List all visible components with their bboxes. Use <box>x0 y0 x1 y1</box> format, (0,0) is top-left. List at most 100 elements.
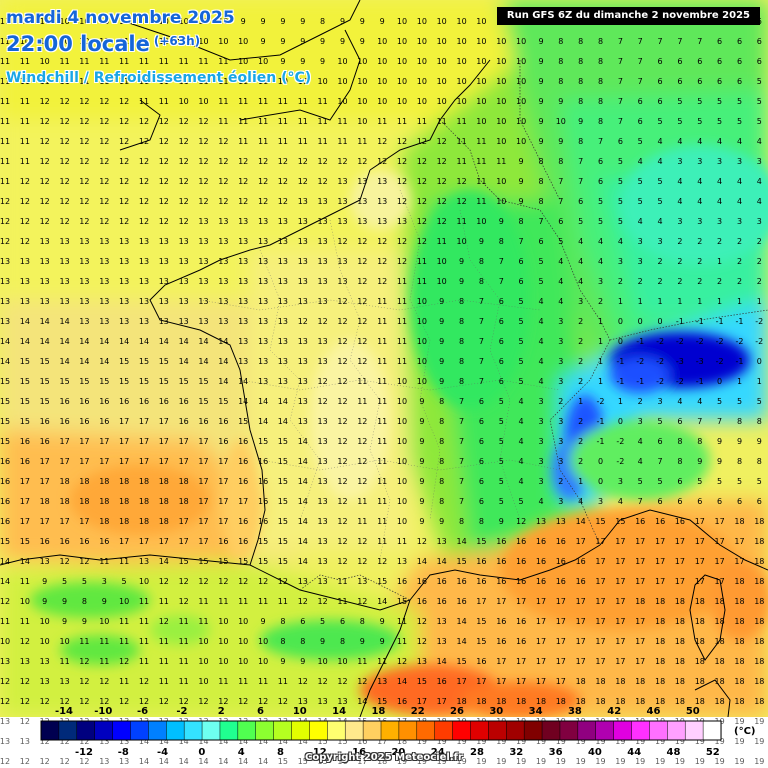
grid-value: 18 <box>734 577 744 586</box>
grid-value: 4 <box>538 337 543 346</box>
grid-value: 5 <box>618 217 623 226</box>
grid-value: 11 <box>278 97 288 106</box>
grid-value: 13 <box>0 297 10 306</box>
grid-value: 12 <box>437 137 447 146</box>
grid-value: 9 <box>320 637 325 646</box>
grid-value: 7 <box>558 177 563 186</box>
grid-value: 11 <box>377 477 387 486</box>
grid-value: 3 <box>538 397 543 406</box>
grid-value: 13 <box>40 657 50 666</box>
grid-value: 13 <box>218 277 228 286</box>
grid-value: 10 <box>437 257 447 266</box>
grid-value: 17 <box>595 577 605 586</box>
grid-value: 4 <box>697 177 702 186</box>
grid-value: 4 <box>697 397 702 406</box>
grid-value: 13 <box>298 377 308 386</box>
grid-value: 12 <box>79 757 89 766</box>
grid-value: 13 <box>318 457 328 466</box>
grid-value: 9 <box>499 517 504 526</box>
grid-value: 11 <box>159 657 169 666</box>
grid-value: 19 <box>516 757 526 766</box>
grid-value: 9 <box>380 617 385 626</box>
grid-value: 13 <box>20 297 30 306</box>
grid-value: 11 <box>99 77 109 86</box>
grid-value: 17 <box>556 617 566 626</box>
legend-label-top: 34 <box>529 706 543 717</box>
grid-value: 4 <box>519 437 524 446</box>
grid-value: 17 <box>615 617 625 626</box>
grid-value: 12 <box>139 157 149 166</box>
grid-value: 11 <box>397 297 407 306</box>
grid-value: 5 <box>658 417 663 426</box>
grid-value: 18 <box>139 497 149 506</box>
grid-value: 16 <box>536 577 546 586</box>
grid-value: 9 <box>459 257 464 266</box>
grid-value: 17 <box>198 537 208 546</box>
grid-value: 4 <box>638 457 643 466</box>
grid-value: 10 <box>337 97 347 106</box>
grid-value: 2 <box>737 237 742 246</box>
grid-value: 6 <box>618 137 623 146</box>
grid-value: 14 <box>397 677 407 686</box>
forecast-lead: (+63h) <box>153 34 201 48</box>
grid-value: 16 <box>0 517 10 526</box>
grid-value: 13 <box>218 237 228 246</box>
grid-value: 13 <box>536 517 546 526</box>
grid-value: 16 <box>496 617 506 626</box>
grid-value: 16 <box>476 557 486 566</box>
grid-value: 9 <box>519 197 524 206</box>
grid-value: 14 <box>159 757 169 766</box>
grid-value: 8 <box>280 637 285 646</box>
legend-label-bottom: 28 <box>470 747 484 758</box>
grid-value: 11 <box>357 497 367 506</box>
grid-value: 13 <box>337 277 347 286</box>
grid-value: 11 <box>119 77 129 86</box>
grid-value: 5 <box>618 197 623 206</box>
grid-value: 11 <box>139 597 149 606</box>
grid-value: 5 <box>519 377 524 386</box>
grid-value: 2 <box>638 277 643 286</box>
grid-value: -2 <box>616 457 624 466</box>
grid-value: 11 <box>238 97 248 106</box>
grid-value: 10 <box>179 37 189 46</box>
grid-value: 12 <box>357 557 367 566</box>
grid-value: 15 <box>218 397 228 406</box>
grid-value: 9 <box>300 657 305 666</box>
grid-value: 15 <box>198 397 208 406</box>
grid-value: 14 <box>298 557 308 566</box>
grid-value: 5 <box>717 97 722 106</box>
grid-value: 18 <box>734 597 744 606</box>
grid-value: 17 <box>198 437 208 446</box>
grid-value: 13 <box>198 277 208 286</box>
grid-value: 12 <box>377 557 387 566</box>
grid-value: 8 <box>479 277 484 286</box>
grid-value: -2 <box>696 337 704 346</box>
grid-value: 18 <box>754 537 764 546</box>
grid-value: 7 <box>578 177 583 186</box>
grid-value: 14 <box>159 737 169 746</box>
grid-value: 15 <box>20 537 30 546</box>
grid-value: -2 <box>656 357 664 366</box>
grid-value: 13 <box>238 277 248 286</box>
grid-value: 10 <box>496 37 506 46</box>
grid-value: 15 <box>179 377 189 386</box>
grid-value: 1 <box>757 297 762 306</box>
grid-value: 4 <box>519 417 524 426</box>
grid-value: 18 <box>516 697 526 706</box>
grid-value: 11 <box>139 97 149 106</box>
grid-value: 14 <box>60 357 70 366</box>
grid-value: 8 <box>558 37 563 46</box>
grid-value: -2 <box>616 437 624 446</box>
grid-value: 16 <box>0 497 10 506</box>
legend-label-top: 30 <box>489 706 503 717</box>
grid-value: 0 <box>618 417 623 426</box>
grid-value: 18 <box>496 697 506 706</box>
grid-value: 9 <box>479 237 484 246</box>
grid-value: 1 <box>697 297 702 306</box>
grid-value: 16 <box>258 517 268 526</box>
grid-value: 18 <box>695 677 705 686</box>
grid-value: 5 <box>717 477 722 486</box>
grid-value: 8 <box>578 57 583 66</box>
grid-value: 17 <box>119 457 129 466</box>
grid-value: 10 <box>516 37 526 46</box>
